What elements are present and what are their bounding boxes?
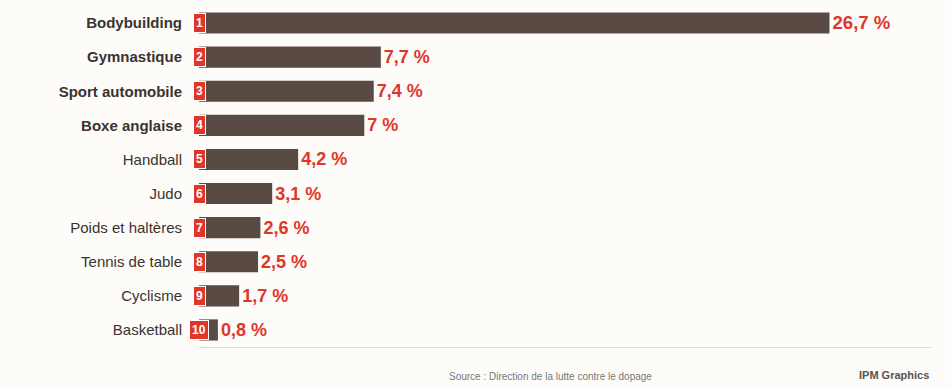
svg-text:2,6 %: 2,6 % (263, 218, 309, 238)
svg-text:9: 9 (196, 289, 203, 303)
svg-text:7: 7 (196, 221, 203, 235)
svg-text:Poids et haltères: Poids et haltères (70, 219, 182, 236)
svg-text:7,4 %: 7,4 % (377, 81, 423, 101)
svg-text:6: 6 (196, 187, 203, 201)
svg-text:8: 8 (196, 255, 203, 269)
svg-text:Gymnastique: Gymnastique (87, 48, 182, 65)
svg-text:1,7 %: 1,7 % (242, 286, 288, 306)
svg-text:1: 1 (196, 16, 203, 30)
svg-text:Basketball: Basketball (113, 321, 182, 338)
svg-text:10: 10 (192, 323, 206, 337)
svg-text:Handball: Handball (123, 151, 182, 168)
svg-text:3: 3 (196, 84, 203, 98)
svg-text:0,8 %: 0,8 % (221, 320, 267, 340)
svg-text:Cyclisme: Cyclisme (121, 287, 182, 304)
svg-text:26,7 %: 26,7 % (832, 12, 890, 33)
svg-text:4,2 %: 4,2 % (301, 149, 347, 169)
svg-text:Judo: Judo (149, 185, 182, 202)
svg-text:4: 4 (196, 118, 203, 132)
svg-text:5: 5 (196, 152, 203, 166)
svg-text:2: 2 (196, 50, 203, 64)
svg-text:Bodybuilding: Bodybuilding (86, 14, 182, 31)
svg-text:2,5 %: 2,5 % (261, 252, 307, 272)
svg-text:Tennis de table: Tennis de table (81, 253, 182, 270)
svg-text:7 %: 7 % (367, 115, 398, 135)
svg-text:7,7 %: 7,7 % (384, 47, 430, 67)
svg-text:Sport automobile: Sport automobile (59, 83, 182, 100)
svg-text:Source : Direction de la lutte: Source : Direction de la lutte contre le… (449, 371, 652, 382)
svg-text:Boxe anglaise: Boxe anglaise (81, 117, 182, 134)
svg-text:IPM Graphics: IPM Graphics (859, 369, 929, 381)
svg-text:3,1 %: 3,1 % (275, 184, 321, 204)
